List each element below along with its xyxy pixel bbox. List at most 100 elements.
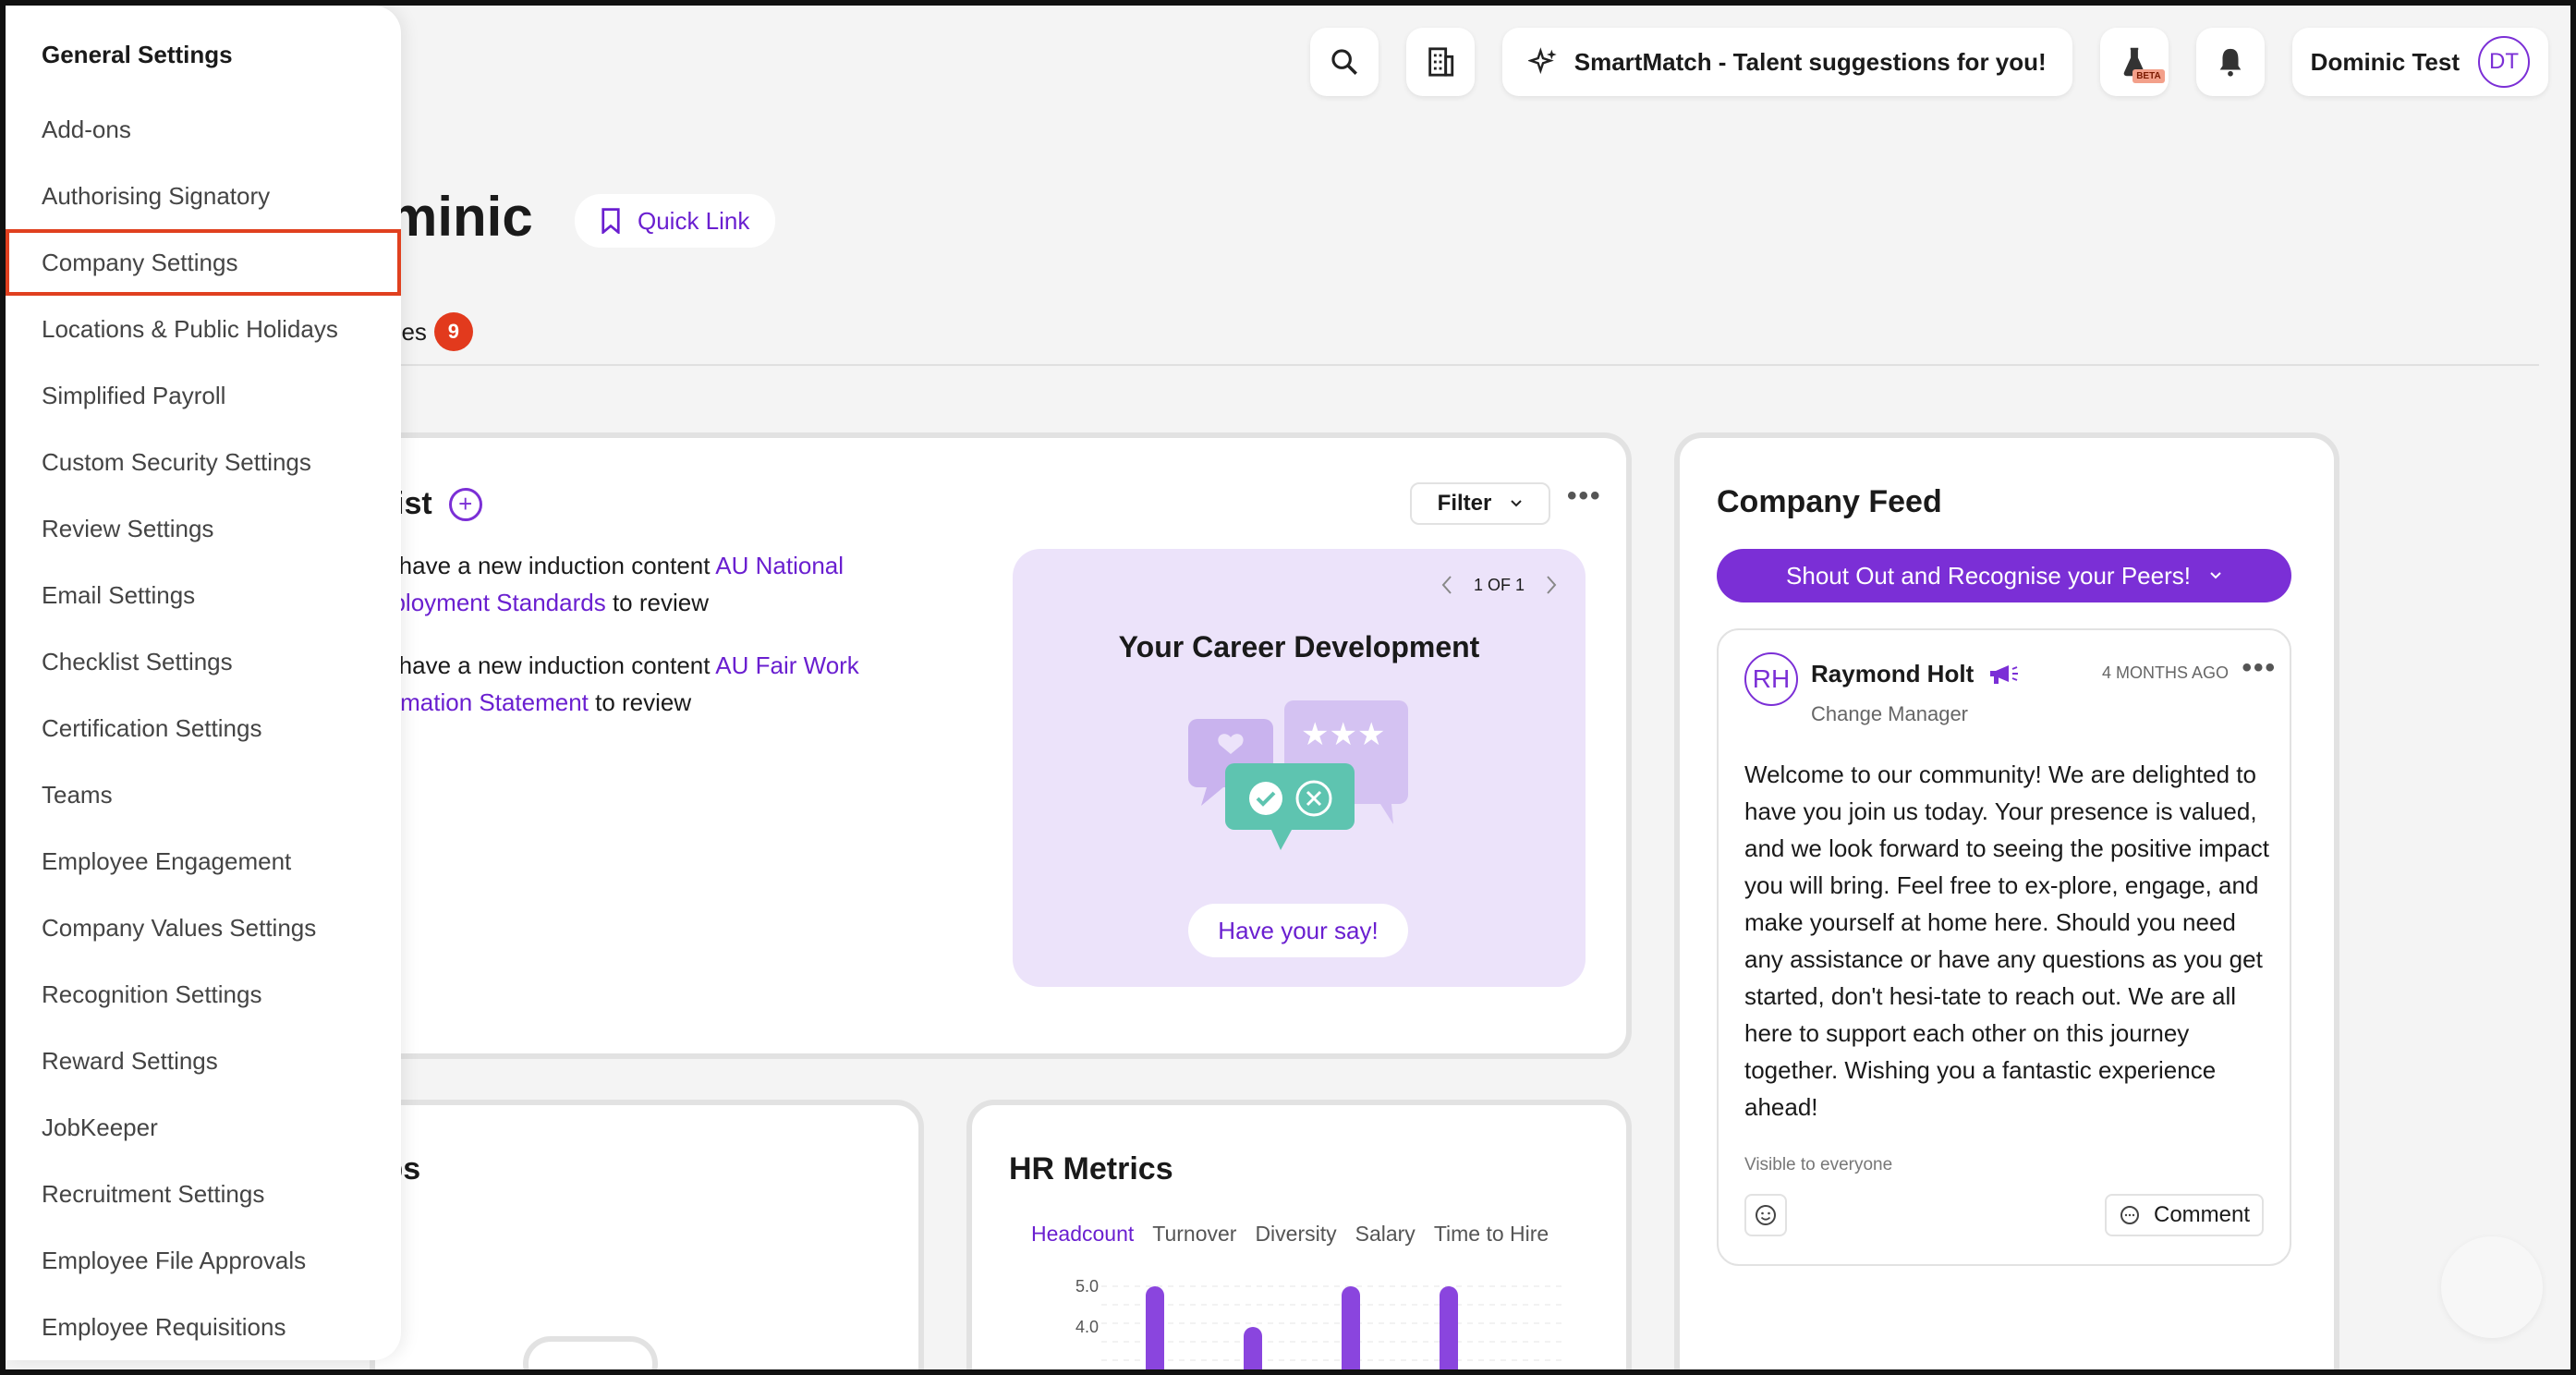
avatar: DT <box>2478 36 2530 88</box>
hr-metrics-tabs: Headcount Turnover Diversity Salary Time… <box>1031 1222 1549 1247</box>
smartmatch-button[interactable]: SmartMatch - Talent suggestions for you! <box>1501 28 2072 96</box>
comment-label: Comment <box>2153 1202 2251 1227</box>
search-button[interactable] <box>1309 28 1379 96</box>
chevron-right-icon[interactable] <box>1545 575 1558 595</box>
task-link[interactable]: nployment Standards <box>379 589 606 616</box>
top-bar: SmartMatch - Talent suggestions for you!… <box>1309 28 2548 96</box>
hr-metrics-title: HR Metrics <box>1009 1151 1173 1186</box>
smiley-icon <box>1756 1205 1776 1225</box>
task-list-card: ist + Filter ••• u have a new induction … <box>370 432 1632 1059</box>
sidebar-item-custom-security-settings[interactable]: Custom Security Settings <box>42 447 311 476</box>
filter-label: Filter <box>1437 491 1492 516</box>
count-badge: 9 <box>433 312 473 351</box>
list-item: u have a new induction content AU Fair W… <box>379 651 859 716</box>
tab-diversity[interactable]: Diversity <box>1255 1222 1337 1246</box>
company-switch-button[interactable] <box>1405 28 1475 96</box>
divider <box>388 364 2539 366</box>
headcount-chart: 5.04.0unt <box>1075 1277 1563 1375</box>
chart-bar <box>1146 1286 1164 1375</box>
comment-button[interactable]: Comment <box>2105 1194 2264 1236</box>
user-name: Dominic Test <box>2310 47 2460 76</box>
avatar: RH <box>1744 652 1798 706</box>
post-author: Raymond Holt <box>1811 660 2020 688</box>
chevron-down-icon <box>2210 572 2221 579</box>
career-title: Your Career Development <box>1118 630 1480 663</box>
labs-button[interactable]: BETA <box>2099 28 2169 96</box>
author-name: Raymond Holt <box>1811 660 1975 688</box>
shout-out-label: Shout Out and Recognise your Peers! <box>1786 561 2191 590</box>
filter-button[interactable]: Filter <box>1410 482 1550 525</box>
quick-link-label: Quick Link <box>638 206 750 235</box>
post-visibility: Visible to everyone <box>1744 1155 1893 1174</box>
quick-link-button[interactable]: Quick Link <box>575 194 776 248</box>
svg-text:★★★: ★★★ <box>1301 716 1385 753</box>
sidebar-item-recognition-settings[interactable]: Recognition Settings <box>42 980 262 1008</box>
sidebar-item-review-settings[interactable]: Review Settings <box>42 514 214 542</box>
chevron-left-icon[interactable] <box>1440 575 1453 595</box>
chevron-down-icon <box>1511 500 1523 507</box>
comment-icon <box>2120 1206 2139 1224</box>
shout-out-button[interactable]: Shout Out and Recognise your Peers! <box>1717 549 2291 602</box>
sidebar-item-certification-settings[interactable]: Certification Settings <box>42 713 262 742</box>
sidebar-item-checklist-settings[interactable]: Checklist Settings <box>42 647 233 675</box>
notifications-button[interactable] <box>2195 28 2265 96</box>
bell-icon <box>2219 48 2242 77</box>
post-more-icon[interactable]: ••• <box>2242 652 2277 683</box>
sidebar-item-email-settings[interactable]: Email Settings <box>42 580 196 609</box>
sidebar-item-employee-requisitions[interactable]: Employee Requisitions <box>42 1312 286 1341</box>
settings-menu-heading: General Settings <box>42 41 233 68</box>
sidebar-item-locations-and-public-holidays[interactable]: Locations & Public Holidays <box>42 314 338 343</box>
page-title: minic <box>388 186 533 248</box>
sidebar-item-recruitment-settings[interactable]: Recruitment Settings <box>42 1179 265 1208</box>
sidebar-item-simplified-payroll[interactable]: Simplified Payroll <box>42 381 226 409</box>
megaphone-icon <box>1990 664 2019 684</box>
sidebar-item-teams[interactable]: Teams <box>42 780 113 809</box>
have-your-say-button[interactable]: Have your say! <box>1188 904 1408 957</box>
reaction-button[interactable] <box>1744 1194 1787 1236</box>
sidebar-item-employee-engagement[interactable]: Employee Engagement <box>42 846 292 875</box>
task-list: u have a new induction content AU Nation… <box>379 547 970 747</box>
beta-badge: BETA <box>2132 69 2165 83</box>
hr-metrics-card: HR Metrics Headcount Turnover Diversity … <box>966 1100 1632 1375</box>
y-tick-label: 4.0 <box>1075 1318 1099 1336</box>
pager-label: 1 OF 1 <box>1473 575 1525 594</box>
user-menu-button[interactable]: Dominic Test DT <box>2291 28 2548 96</box>
post-timestamp: 4 MONTHS AGO <box>2101 663 2229 682</box>
sidebar-item-reward-settings[interactable]: Reward Settings <box>42 1046 218 1075</box>
task-link[interactable]: ormation Statement <box>379 688 589 716</box>
settings-menu: General Settings Add-ons Authorising Sign… <box>6 6 401 1360</box>
sidebar-item-add-ons[interactable]: Add-ons <box>42 115 131 143</box>
y-tick-label: 5.0 <box>1075 1277 1099 1296</box>
feedback-illustration-icon: ★★★ <box>1188 700 1408 850</box>
add-task-icon[interactable]: + <box>448 487 482 521</box>
placeholder-pill <box>523 1336 658 1375</box>
task-link[interactable]: AU Fair Work <box>715 651 859 679</box>
sidebar-item-jobkeeper[interactable]: JobKeeper <box>42 1113 158 1141</box>
tab-headcount[interactable]: Headcount <box>1031 1222 1135 1246</box>
sidebar-item-employee-file-approvals[interactable]: Employee File Approvals <box>42 1246 307 1274</box>
chart-bar <box>1440 1286 1458 1375</box>
sidebar-item-company-values-settings[interactable]: Company Values Settings <box>42 913 317 942</box>
sidebar-item-company-settings[interactable]: Company Settings <box>6 229 401 296</box>
feed-post: RH Raymond Holt Change Manager 4 MONTHS … <box>1717 628 2291 1266</box>
search-icon <box>1331 49 1357 75</box>
sparkle-icon <box>1527 47 1557 75</box>
settings-menu-list: Add-ons Authorising Signatory Company Sett… <box>6 96 401 1360</box>
career-development-card: 1 OF 1 Your Career Development ★★★ Have … <box>1013 549 1586 987</box>
smartmatch-label: SmartMatch - Talent suggestions for you! <box>1574 47 2047 76</box>
tab-turnover[interactable]: Turnover <box>1152 1222 1237 1246</box>
bookmark-icon <box>601 208 620 234</box>
sidebar-item-authorising-signatory[interactable]: Authorising Signatory <box>42 181 271 210</box>
task-link[interactable]: AU National <box>715 552 844 579</box>
author-role: Change Manager <box>1811 702 1969 725</box>
more-options-icon[interactable]: ••• <box>1567 481 1602 511</box>
feed-title: Company Feed <box>1717 484 1942 519</box>
post-body: Welcome to our community! We are delight… <box>1744 761 2269 1121</box>
task-list-header: ist + <box>395 486 482 522</box>
help-widget-button[interactable] <box>2441 1236 2543 1338</box>
tab-salary[interactable]: Salary <box>1355 1222 1416 1246</box>
list-item: u have a new induction content AU Nation… <box>379 552 844 616</box>
bottom-left-card: ips <box>370 1100 924 1375</box>
carousel-pager: 1 OF 1 <box>1440 575 1558 595</box>
tab-time-to-hire[interactable]: Time to Hire <box>1433 1222 1549 1246</box>
